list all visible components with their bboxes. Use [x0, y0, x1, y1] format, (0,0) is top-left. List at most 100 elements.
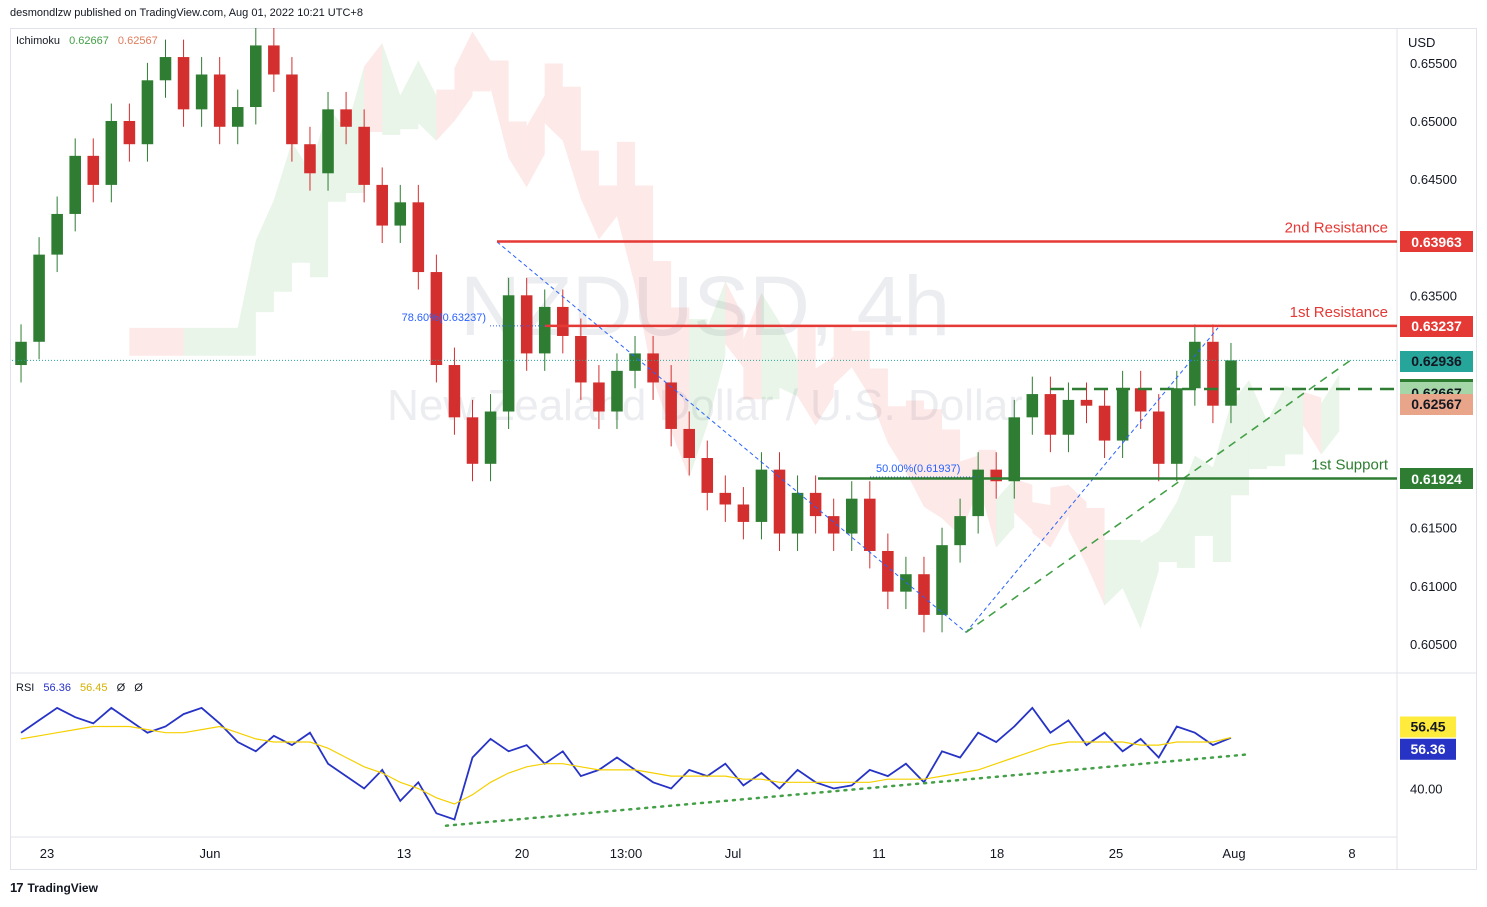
candle-body	[322, 109, 334, 174]
cloud-segment	[707, 281, 726, 426]
ichimoku-value-2: 0.62567	[117, 35, 158, 47]
rsi-value-tag-label: 56.36	[1410, 741, 1445, 757]
price-tick-label: 0.65000	[1410, 114, 1457, 129]
candle-body	[484, 411, 497, 464]
cloud-segment	[923, 409, 943, 519]
candle-body	[918, 574, 930, 615]
candle-body	[972, 469, 984, 517]
cloud-segment	[1176, 455, 1195, 568]
ichimoku-label: Ichimoku	[16, 35, 61, 47]
candle-body	[1207, 341, 1219, 406]
cloud-segment	[1158, 502, 1177, 563]
price-axis: 0.65500 0.65000 0.64500 0.63500 0.61500 0.610…	[1410, 56, 1457, 652]
time-tick-label: 18	[990, 846, 1004, 861]
candle-body	[340, 109, 352, 127]
candle-body	[520, 295, 533, 354]
cloud-segment	[815, 356, 834, 426]
cloud-segment	[1050, 484, 1069, 548]
candle-body	[809, 492, 822, 517]
level-price-tag: 0.63237	[1400, 315, 1473, 337]
candle-body	[159, 57, 172, 81]
candle-body	[213, 74, 226, 127]
candle-body	[412, 202, 425, 273]
rsi-legend[interactable]: RSI 56.36 56.45 Ø Ø	[16, 682, 149, 694]
cloud-segment	[1122, 539, 1141, 629]
cloud-segment	[436, 89, 455, 141]
candle-body	[502, 295, 515, 412]
price-tick-label: 0.65500	[1410, 56, 1457, 71]
footer-brand: TradingView	[27, 880, 98, 895]
candle-body	[376, 184, 388, 226]
time-tick-label: Jun	[200, 846, 221, 861]
price-tick-label: 0.60500	[1410, 637, 1457, 652]
fib-leg-up	[965, 327, 1219, 633]
candle-body	[1189, 341, 1201, 389]
price-tick-label: 0.61000	[1410, 579, 1457, 594]
candle-body	[575, 335, 587, 383]
time-axis: 23 Jun 13 20 13:00 Jul 11 18 25 Aug 8	[40, 846, 1356, 861]
candle-body	[430, 272, 443, 366]
rsi-ma-value: 56.45	[80, 682, 108, 694]
candle-body	[647, 353, 659, 383]
candle-body	[304, 144, 316, 174]
cloud-segment	[472, 31, 491, 92]
candle-body	[87, 155, 100, 185]
candle-body	[755, 469, 768, 522]
ichimoku-legend[interactable]: Ichimoku 0.62667 0.62567	[16, 35, 164, 47]
rsi-value-tag	[1400, 738, 1456, 760]
candle-body	[665, 382, 677, 429]
candle-body	[448, 365, 461, 418]
rsi-pane: 40.00 56.36 56.45	[20, 706, 1456, 827]
candle-body	[177, 57, 190, 110]
time-tick-label: 23	[40, 846, 54, 861]
cloud-segment	[1140, 531, 1159, 629]
cloud-segment	[1032, 502, 1051, 548]
cloud-segment	[165, 327, 184, 356]
cloud-segment	[869, 368, 888, 443]
cloud-segment	[797, 324, 816, 426]
cloud-segment	[1321, 374, 1340, 455]
candle-body	[286, 74, 298, 145]
cloud-segment	[598, 185, 617, 240]
candle-body	[1008, 417, 1021, 482]
cloud-segment	[255, 200, 274, 313]
cloud-segment	[544, 63, 563, 141]
price-tick-label: 0.64500	[1410, 172, 1457, 187]
rsi-tick-label: 40.00	[1410, 782, 1443, 797]
cloud-segment	[219, 327, 238, 356]
cloud-segment	[1086, 507, 1105, 606]
rsi-value-tag-label: 56.45	[1410, 719, 1445, 735]
cloud-segment	[887, 406, 906, 472]
indicator-price-tag: 0.62936	[1400, 350, 1473, 372]
candle-body	[845, 498, 858, 534]
candle-body	[827, 516, 840, 534]
cloud-segment	[147, 327, 166, 356]
fib-leg-down	[496, 241, 967, 633]
candle-body	[557, 306, 569, 336]
candle-body	[33, 254, 45, 342]
candle-body	[683, 428, 695, 458]
cloud-segment	[580, 150, 599, 240]
cloud-segment	[761, 292, 780, 400]
cloud-segment	[1212, 403, 1231, 563]
candle-body	[719, 492, 732, 505]
cloud-segment	[201, 327, 220, 356]
time-tick-label: 13:00	[610, 846, 643, 861]
candle-body	[990, 469, 1002, 482]
cloud-segment	[1249, 380, 1268, 470]
rsi-ma-line	[20, 725, 1232, 805]
rsi-value-tag	[1400, 716, 1456, 738]
cloud-segment	[743, 292, 762, 400]
cloud-segment	[1303, 391, 1322, 455]
cloud-segment	[616, 141, 636, 286]
candle-body	[141, 80, 154, 145]
candle-body	[250, 45, 262, 108]
candle-body	[954, 516, 966, 546]
cloud-segment	[942, 429, 961, 536]
candle-body	[882, 550, 894, 592]
candle-body	[737, 504, 750, 522]
candle-body	[51, 213, 63, 255]
candle-body	[1152, 411, 1165, 464]
tradingview-footer[interactable]: 17 TradingView	[10, 880, 98, 895]
